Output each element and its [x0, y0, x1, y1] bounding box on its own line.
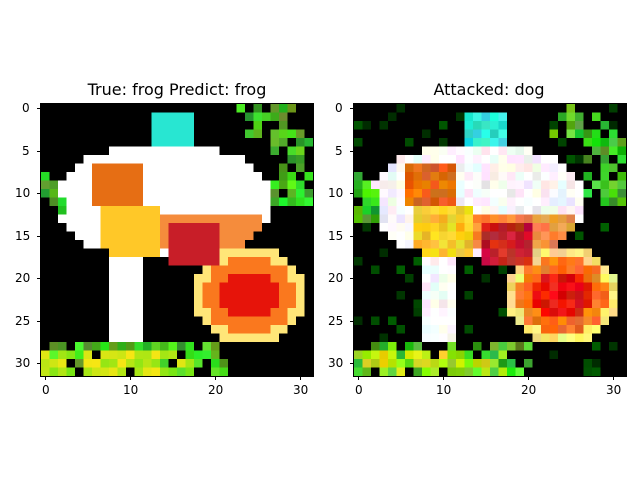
original-image	[40, 103, 314, 377]
x-tick-label: 20	[208, 383, 224, 397]
y-tick-label: 20	[15, 271, 31, 285]
y-tick-label: 15	[15, 229, 31, 243]
y-tickmark	[350, 108, 354, 109]
y-tickmark	[37, 236, 41, 237]
x-tick-label: 30	[606, 383, 622, 397]
original-image-canvas	[41, 104, 313, 376]
y-tickmark	[37, 151, 41, 152]
x-tickmark	[613, 376, 614, 380]
x-tickmark	[215, 376, 216, 380]
y-tick-label: 10	[328, 186, 344, 200]
x-tickmark	[358, 376, 359, 380]
y-tick-label: 0	[22, 101, 30, 115]
y-tickmark	[37, 363, 41, 364]
x-tick-label: 10	[436, 383, 452, 397]
y-tickmark	[350, 363, 354, 364]
x-tickmark	[528, 376, 529, 380]
x-tickmark	[300, 376, 301, 380]
y-tickmark	[350, 151, 354, 152]
y-tick-label: 30	[328, 356, 344, 370]
y-tickmark	[37, 278, 41, 279]
x-tickmark	[130, 376, 131, 380]
attacked-image-canvas	[354, 104, 626, 376]
x-tick-label: 20	[521, 383, 537, 397]
y-tickmark	[350, 193, 354, 194]
y-tick-label: 5	[335, 144, 343, 158]
x-tick-label: 30	[293, 383, 309, 397]
y-tick-label: 5	[22, 144, 30, 158]
y-tick-label: 10	[15, 186, 31, 200]
y-tick-label: 25	[15, 314, 31, 328]
left-panel-title: True: frog Predict: frog	[87, 80, 267, 99]
x-tick-label: 10	[123, 383, 139, 397]
y-tick-label: 30	[15, 356, 31, 370]
y-tick-label: 20	[328, 271, 344, 285]
y-tickmark	[37, 321, 41, 322]
attacked-image	[353, 103, 627, 377]
y-tickmark	[37, 108, 41, 109]
y-tick-label: 25	[328, 314, 344, 328]
x-tickmark	[443, 376, 444, 380]
y-tickmark	[350, 321, 354, 322]
x-tick-label: 0	[355, 383, 363, 397]
y-tickmark	[350, 278, 354, 279]
x-tick-label: 0	[42, 383, 50, 397]
right-panel-title: Attacked: dog	[433, 80, 545, 99]
y-tickmark	[37, 193, 41, 194]
y-tick-label: 0	[335, 101, 343, 115]
y-tick-label: 15	[328, 229, 344, 243]
y-tickmark	[350, 236, 354, 237]
x-tickmark	[45, 376, 46, 380]
